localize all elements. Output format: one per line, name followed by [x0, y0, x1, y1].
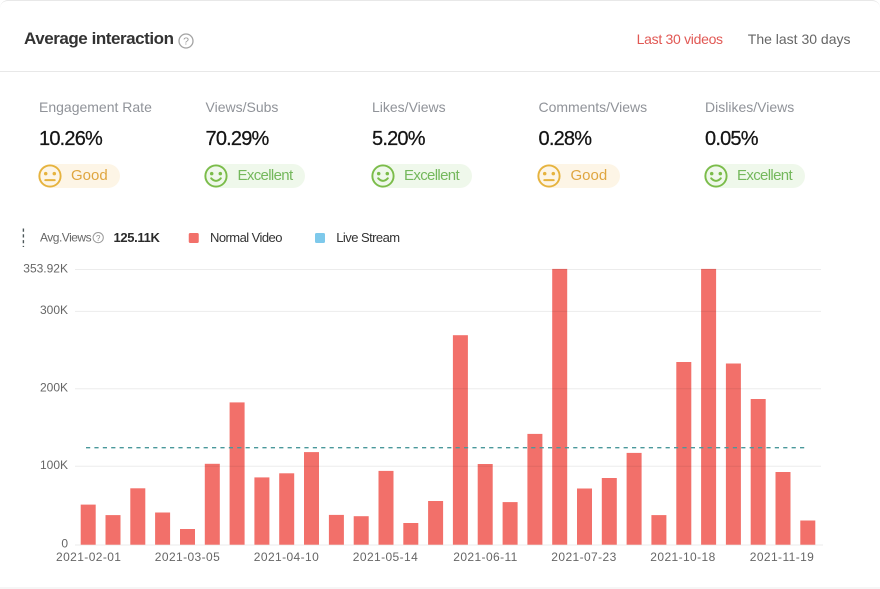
- svg-text:2021-07-23: 2021-07-23: [551, 550, 616, 564]
- svg-text:2021-05-14: 2021-05-14: [353, 550, 418, 564]
- svg-text:2021-06-11: 2021-06-11: [453, 550, 518, 564]
- svg-text:Avg.Views: Avg.Views: [40, 231, 92, 245]
- svg-text:200K: 200K: [40, 381, 68, 395]
- svg-text:2021-03-05: 2021-03-05: [155, 550, 220, 564]
- svg-text:2021-02-01: 2021-02-01: [56, 550, 121, 564]
- svg-text:100K: 100K: [40, 458, 68, 472]
- svg-text:353.92K: 353.92K: [23, 261, 68, 275]
- svg-text:300K: 300K: [40, 303, 68, 317]
- svg-text:?: ?: [96, 234, 101, 243]
- svg-text:2021-04-10: 2021-04-10: [254, 550, 319, 564]
- svg-text:Live Stream: Live Stream: [336, 230, 399, 245]
- svg-text:2021-10-18: 2021-10-18: [650, 550, 715, 564]
- svg-text:125.11K: 125.11K: [114, 230, 161, 245]
- svg-text:?: ?: [183, 35, 189, 47]
- svg-text:Normal Video: Normal Video: [210, 230, 282, 245]
- svg-text:0: 0: [61, 536, 68, 550]
- svg-text:2021-11-19: 2021-11-19: [750, 550, 815, 564]
